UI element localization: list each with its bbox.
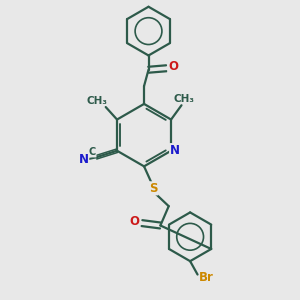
Text: CH₃: CH₃ bbox=[87, 96, 108, 106]
Text: Br: Br bbox=[199, 271, 214, 284]
Text: N: N bbox=[169, 144, 180, 157]
Text: C: C bbox=[89, 147, 96, 157]
Text: CH₃: CH₃ bbox=[174, 94, 195, 104]
Text: O: O bbox=[129, 215, 139, 228]
Text: N: N bbox=[79, 153, 89, 166]
Text: S: S bbox=[149, 182, 158, 195]
Text: O: O bbox=[168, 60, 178, 73]
